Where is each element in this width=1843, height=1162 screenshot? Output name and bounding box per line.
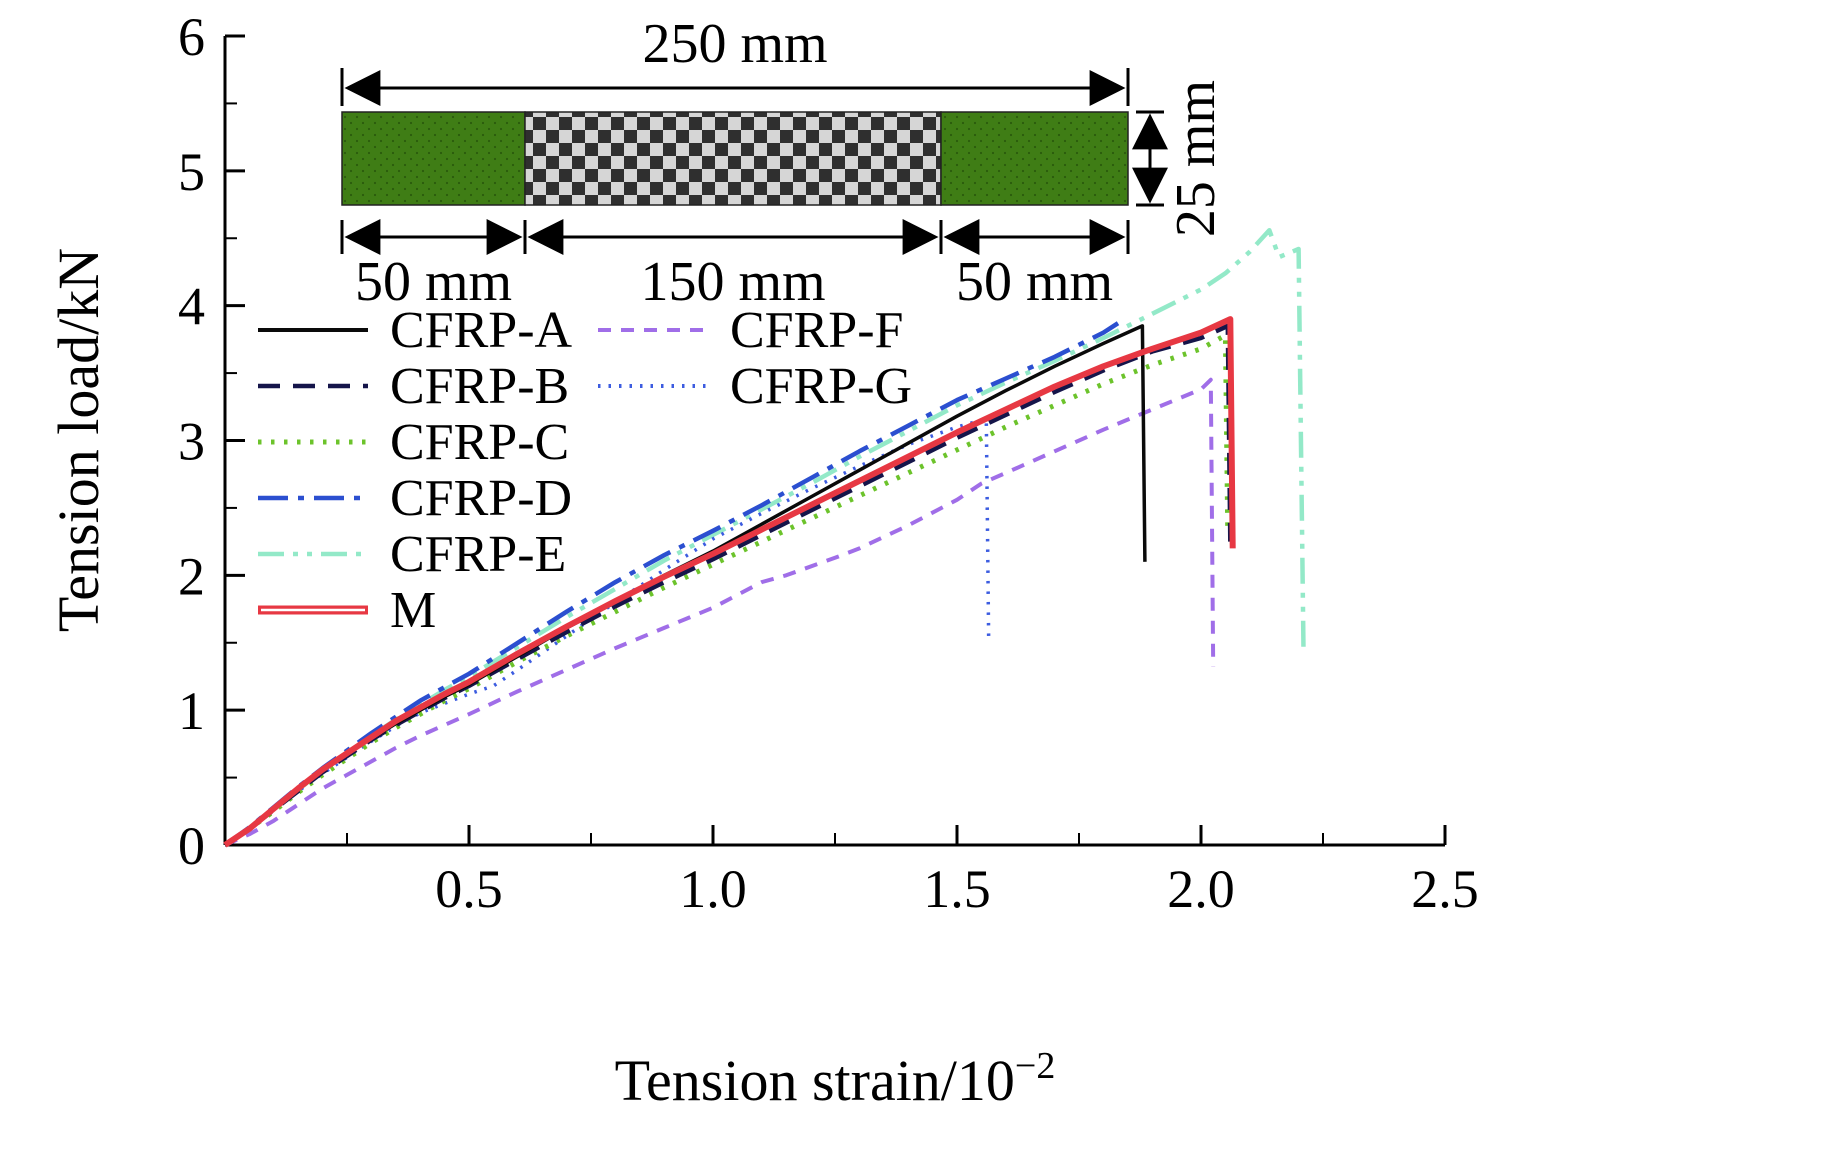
legend-item-CFRP-G: CFRP-G: [598, 358, 912, 415]
legend-label-CFRP-G: CFRP-G: [730, 358, 912, 415]
x-tick-label: 0.5: [435, 859, 503, 919]
legend-item-CFRP-C: CFRP-C: [258, 414, 569, 471]
data-series: [223, 227, 1306, 848]
x-tick-label: 2.5: [1411, 859, 1479, 919]
y-axis-title: Tension load/kN: [46, 248, 111, 632]
legend-label-M: M: [390, 582, 436, 639]
legend-item-CFRP-B: CFRP-B: [258, 358, 569, 415]
legend-item-CFRP-A: CFRP-A: [258, 302, 573, 359]
legend-item-CFRP-F: CFRP-F: [598, 302, 903, 359]
dim-label-segment: 50 mm: [355, 251, 512, 313]
y-tick-label: 0: [178, 816, 205, 876]
series-line-M: [223, 316, 1236, 848]
legend-label-CFRP-A: CFRP-A: [390, 302, 573, 359]
dim-label-total: 250 mm: [642, 13, 827, 75]
series-line-CFRP-F: [224, 377, 1216, 847]
legend-label-CFRP-B: CFRP-B: [390, 358, 569, 415]
series-line-CFRP-G: [224, 417, 991, 847]
series-line-CFRP-A: [223, 324, 1147, 847]
specimen-diagram: 250 mm 50 mm 150 mm 50 mm 25 mm: [340, 13, 1227, 313]
legend-item-CFRP-D: CFRP-D: [258, 470, 572, 527]
x-axis-title: Tension strain/10−2: [615, 1045, 1056, 1113]
y-tick-label: 2: [178, 546, 205, 606]
y-tick-label: 1: [178, 681, 205, 741]
specimen-tab-left: [341, 111, 526, 206]
dim-label-segment: 150 mm: [640, 251, 825, 313]
x-tick-label: 1.0: [679, 859, 747, 919]
x-axis-title-exponent: −2: [1015, 1045, 1055, 1087]
series-line-CFRP-E: [223, 227, 1306, 847]
dim-label-segment: 50 mm: [956, 251, 1113, 313]
legend-item-CFRP-E: CFRP-E: [258, 526, 566, 583]
x-tick-label: 2.0: [1167, 859, 1235, 919]
legend-label-CFRP-D: CFRP-D: [390, 470, 572, 527]
dim-label-width: 25 mm: [1165, 80, 1227, 237]
y-tick-label: 4: [178, 277, 205, 337]
legend-label-CFRP-F: CFRP-F: [730, 302, 903, 359]
y-tick-label: 5: [178, 142, 205, 202]
x-tick-label: 1.5: [923, 859, 991, 919]
y-tick-label: 6: [178, 7, 205, 67]
series-line-CFRP-C: [223, 332, 1231, 848]
legend-item-M: M: [258, 582, 436, 639]
y-tick-label: 3: [178, 412, 205, 472]
axes: 0.5 1.0 1.5 2.0 2.5 0 1 2 3 4 5 6: [178, 7, 1479, 919]
series-line-CFRP-B: [223, 323, 1233, 847]
legend-label-CFRP-E: CFRP-E: [390, 526, 566, 583]
specimen-gauge-section: [524, 111, 942, 206]
specimen-tab-right: [940, 111, 1129, 206]
legend-label-CFRP-C: CFRP-C: [390, 414, 569, 471]
